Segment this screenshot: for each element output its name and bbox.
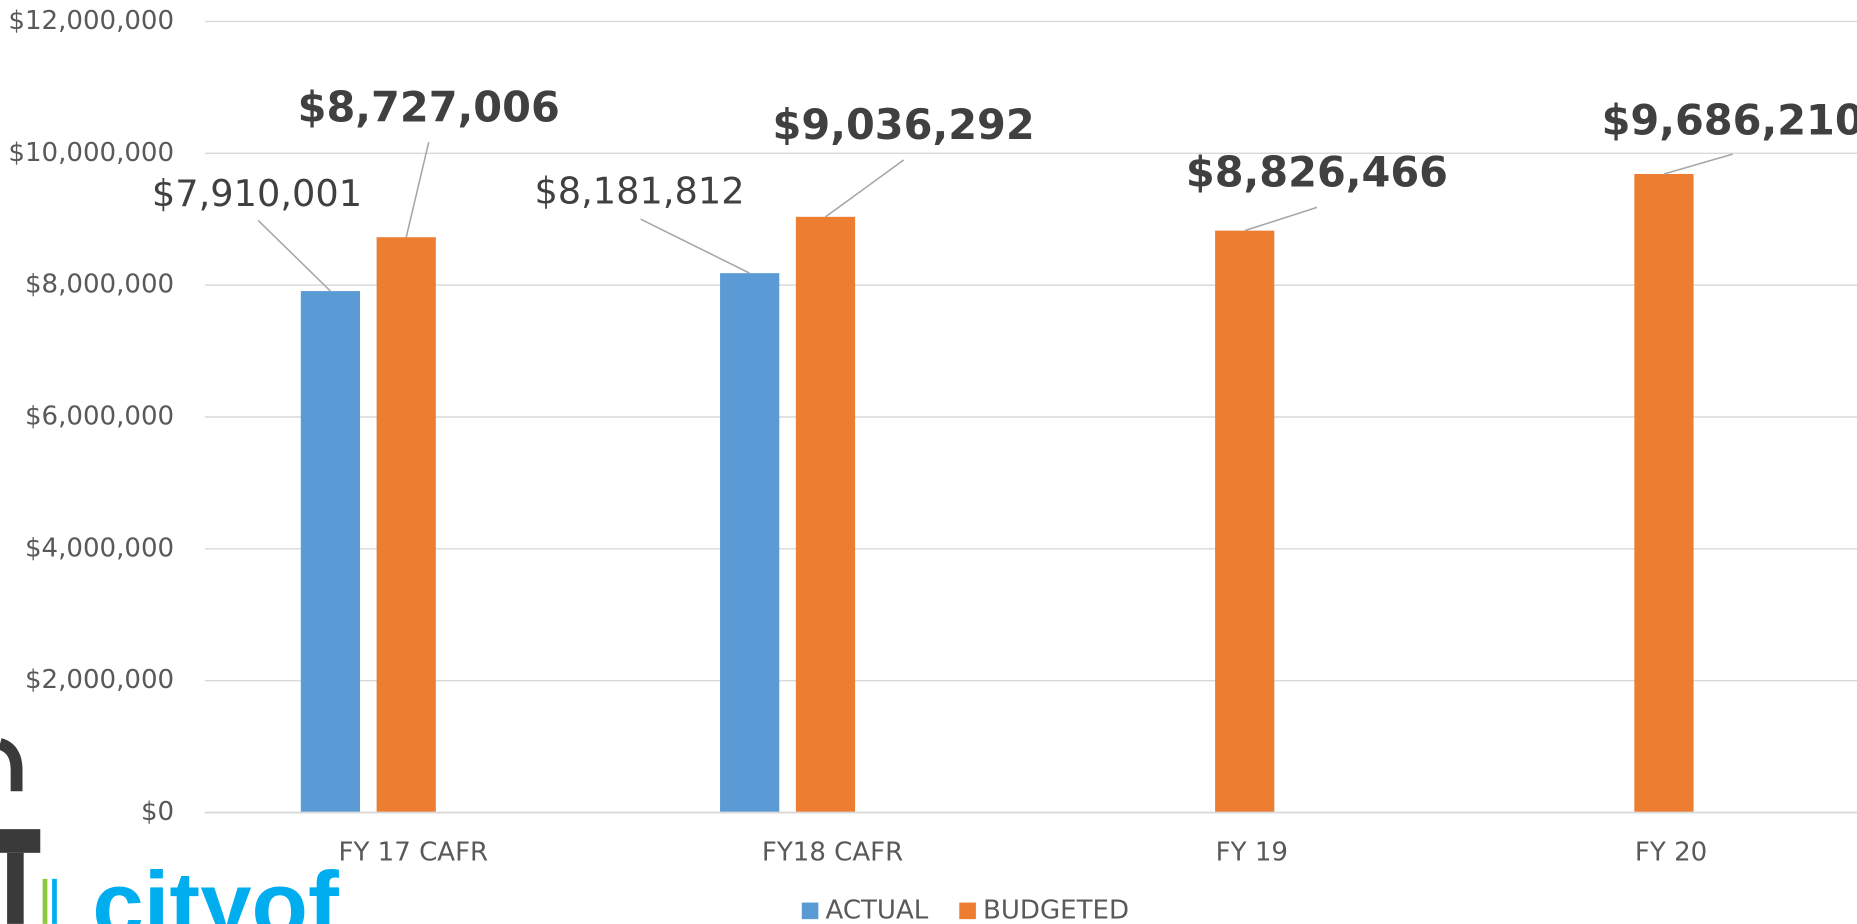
y-tick-label: $8,000,000 — [25, 270, 174, 300]
y-tick-label: $0 — [141, 797, 174, 827]
data-label: $9,036,292 — [773, 101, 1035, 149]
leader-line — [1663, 153, 1733, 175]
bar — [720, 273, 780, 813]
y-tick-label: $10,000,000 — [8, 138, 174, 168]
data-label: $7,910,001 — [152, 172, 362, 215]
legend-label: BUDGETED — [983, 895, 1129, 924]
x-tick-label: FY 20 — [1635, 837, 1707, 867]
legend-swatch — [959, 902, 976, 920]
logo-pipe-stem — [7, 852, 24, 924]
logo-icon — [0, 738, 57, 924]
legend-swatch — [801, 902, 819, 920]
leader-line — [405, 142, 430, 238]
y-tick-label: $12,000,000 — [8, 6, 174, 36]
bar — [1215, 230, 1275, 813]
data-label: $8,826,466 — [1186, 148, 1448, 196]
leader-line — [257, 219, 331, 292]
logo-bar — [52, 878, 57, 924]
bar — [1634, 173, 1694, 813]
data-label: $8,727,006 — [298, 83, 560, 131]
logo-text: cityof — [92, 852, 339, 924]
y-tick-label: $4,000,000 — [25, 533, 174, 563]
leader-line — [825, 159, 905, 218]
bar — [300, 291, 361, 813]
x-tick-label: FY 19 — [1216, 837, 1288, 867]
y-tick-label: $2,000,000 — [25, 665, 174, 695]
data-label: $8,181,812 — [534, 170, 744, 213]
x-tick-label: FY18 CAFR — [762, 837, 903, 867]
y-tick-label: $6,000,000 — [25, 401, 174, 431]
logo-pipe — [0, 738, 23, 792]
bar — [795, 216, 856, 813]
x-tick-label: FY 17 CAFR — [338, 837, 488, 867]
logo-pipe-body — [0, 829, 41, 853]
leader-line — [1244, 206, 1318, 232]
data-label: $9,686,210 — [1602, 96, 1857, 144]
bar — [376, 237, 436, 813]
logo-bar — [42, 878, 48, 924]
legend-label: ACTUAL — [825, 895, 928, 924]
leader-line — [640, 218, 751, 274]
